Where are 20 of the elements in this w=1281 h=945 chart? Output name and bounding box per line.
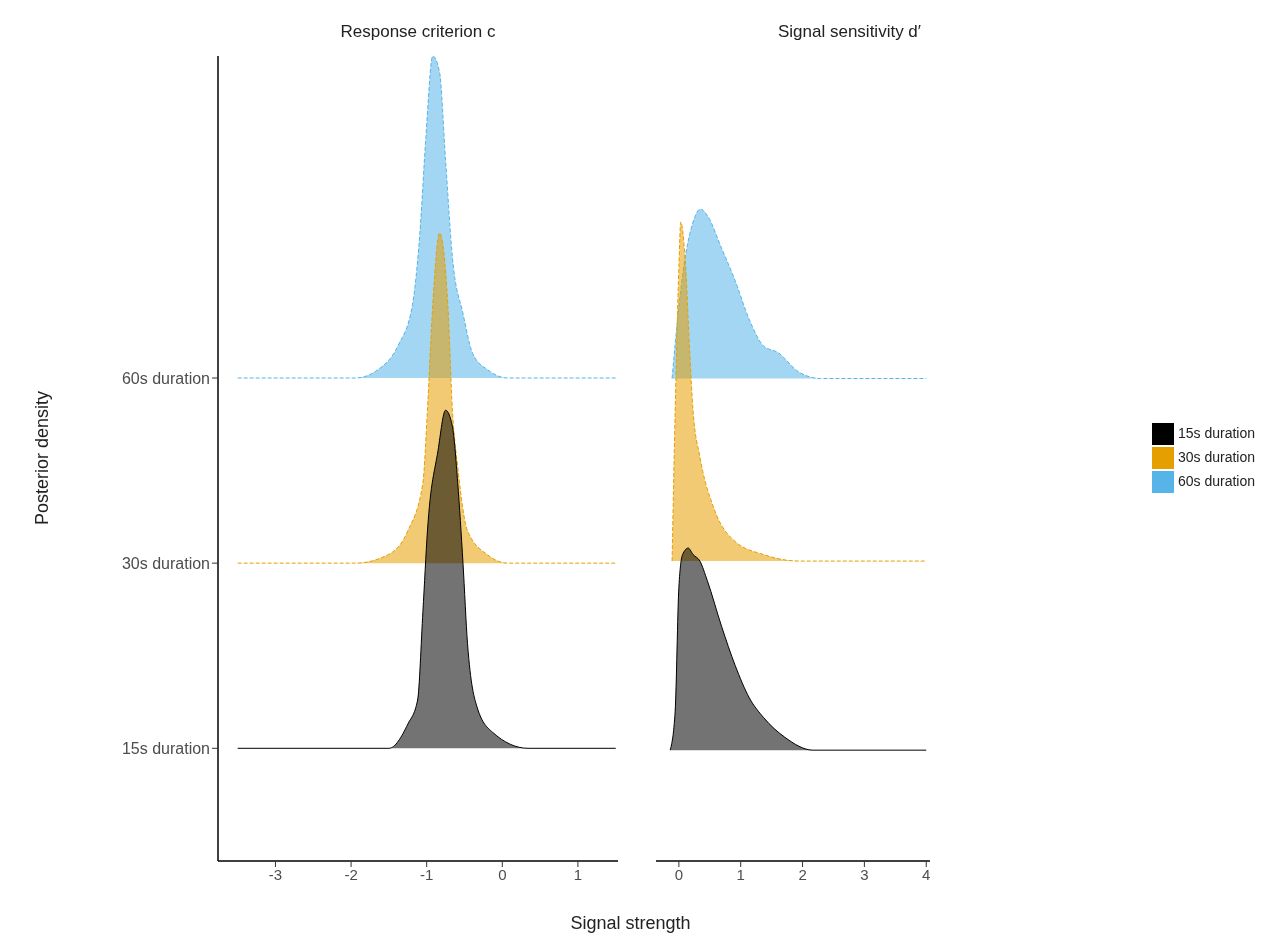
x-tick-label: 1	[736, 865, 745, 883]
legend-label: 30s duration	[1177, 448, 1255, 465]
x-tick-label: 2	[798, 865, 807, 883]
series-label: 60s duration	[121, 369, 210, 387]
x-tick-label: 0	[498, 865, 507, 883]
chart-title: Signal sensitivity d′	[777, 22, 922, 42]
x-tick-label: 0	[674, 865, 684, 883]
x-tick-label: 4	[922, 865, 931, 883]
chart-title: Response criterion c	[339, 22, 497, 42]
x-tick-label: -3	[268, 865, 283, 883]
series-label: 15s duration	[121, 739, 210, 757]
x-tick-label: -1	[420, 865, 434, 883]
x-tick-label: -2	[344, 865, 358, 883]
legend-label: 15s duration	[1177, 424, 1255, 441]
series-label: 30s duration	[121, 554, 210, 572]
x-tick-label: 1	[573, 865, 583, 883]
x-tick-label: 3	[860, 865, 869, 883]
y-axis-title: Posterior density	[31, 390, 53, 526]
legend-label: 60s duration	[1177, 473, 1255, 490]
x-axis-title: Signal strength	[569, 913, 692, 934]
